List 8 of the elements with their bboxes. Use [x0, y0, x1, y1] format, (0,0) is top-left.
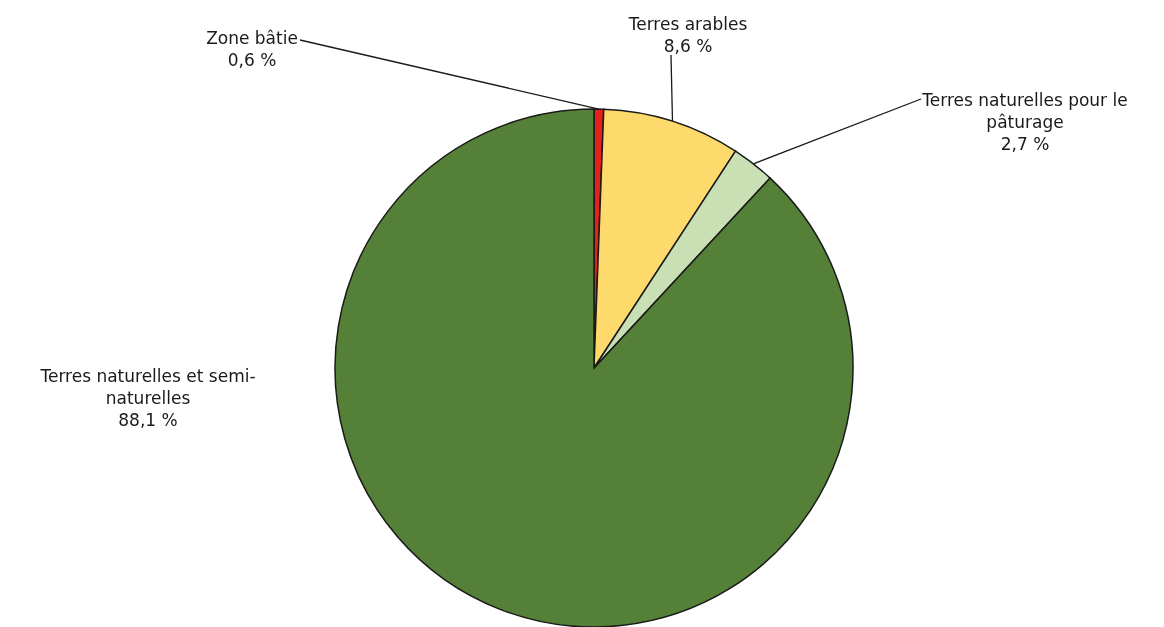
slice-label: Terres naturelles et semi-naturelles	[39, 366, 256, 408]
data-label: 8,6 %	[663, 36, 713, 56]
data-label: 0,6 %	[227, 50, 277, 70]
data-label: 2,7 %	[1000, 134, 1050, 154]
data-label: 88,1 %	[118, 410, 178, 430]
slice-label: Terres arables	[627, 14, 748, 34]
slice-label: Terres naturelles pour le pâturage	[921, 90, 1128, 132]
slice-label: Zone bâtie	[206, 28, 298, 48]
